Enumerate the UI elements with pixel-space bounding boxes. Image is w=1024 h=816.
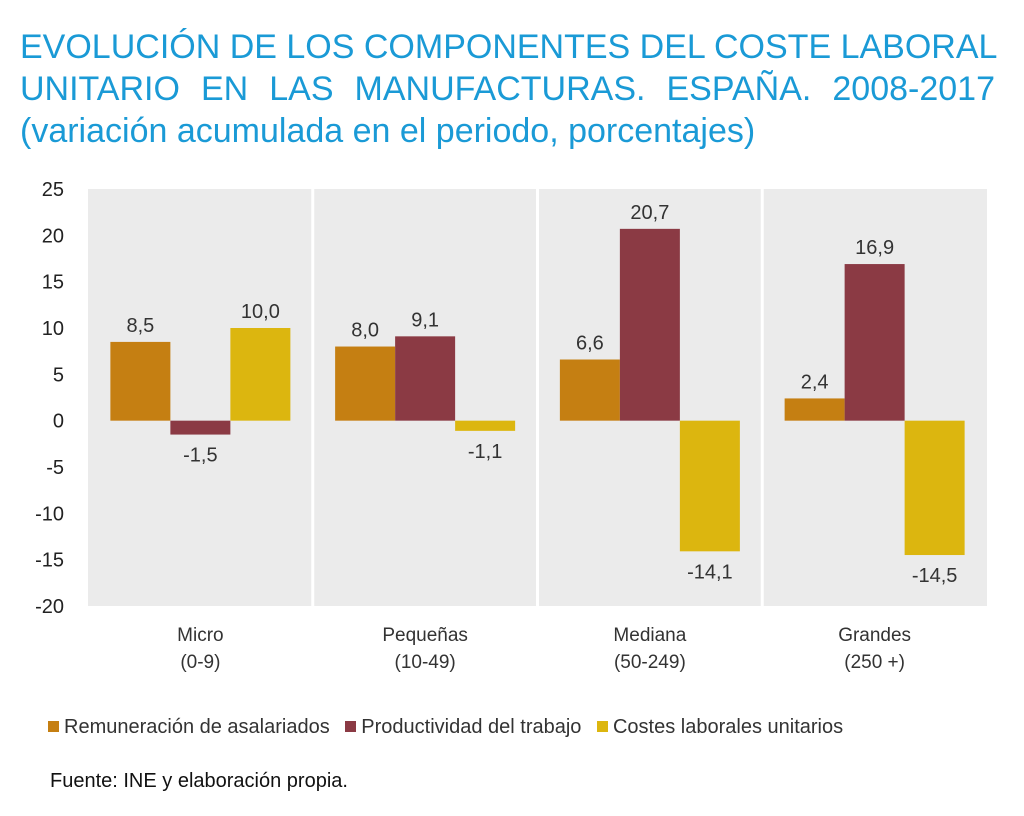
x-category-sublabel: (250 +) [844,652,905,673]
legend-item-productividad: Productividad del trabajo [345,716,581,739]
y-tick-label: -5 [46,457,64,479]
legend-swatch-costes [596,721,608,732]
data-label: -1,5 [183,445,217,467]
data-label: 10,0 [241,301,280,323]
bar-3-3 [679,420,740,552]
bar-3-4 [904,420,965,556]
data-label: 6,6 [576,333,604,355]
bar-1-4 [784,398,845,421]
chart-title: EVOLUCIÓN DE LOS COMPONENTES DEL COSTE L… [20,26,998,152]
x-category-sublabel: (50-249) [614,652,686,673]
legend: Remuneración de asalariados Productivida… [48,716,853,739]
legend-label-remuneracion: Remuneración de asalariados [64,716,330,738]
y-tick-label: 0 [53,411,64,433]
bar-1-2 [335,346,396,421]
y-tick-label: 20 [42,225,64,247]
data-label: 20,7 [630,202,669,224]
data-label: -1,1 [468,441,502,463]
legend-label-productividad: Productividad del trabajo [361,716,582,738]
bar-2-2 [395,336,456,421]
bar-1-3 [559,359,620,421]
x-category-label: Micro [177,625,223,646]
x-category-sublabel: (10-49) [395,652,456,673]
title-line-2: UNITARIO EN LAS MANUFACTURAS. ESPAÑA. 20… [20,70,995,108]
data-label: 9,1 [411,309,439,331]
x-category-sublabel: (0-9) [180,652,220,673]
bar-2-1 [170,420,231,435]
legend-swatch-remuneracion [48,721,59,732]
source-note: Fuente: INE y elaboración propia. [50,770,348,792]
y-tick-label: -10 [35,503,64,525]
data-label: 2,4 [801,371,829,393]
bar-2-4 [844,264,905,421]
data-label: -14,5 [912,565,958,587]
title-line-1: EVOLUCIÓN DE LOS COMPONENTES DEL COSTE L… [20,28,998,66]
bar-3-2 [455,420,516,431]
data-label: 16,9 [855,237,894,259]
x-category-label: Mediana [613,625,686,646]
legend-item-costes: Costes laborales unitarios [596,716,844,739]
bar-2-3 [619,228,680,421]
legend-item-remuneracion: Remuneración de asalariados [48,716,330,739]
title-line-3: (variación acumulada en el periodo, porc… [20,112,756,150]
y-tick-label: 25 [42,179,64,201]
data-label: 8,5 [126,315,154,337]
y-tick-label: -15 [35,550,64,572]
legend-label-costes: Costes laborales unitarios [612,716,844,738]
bar-3-1 [230,328,291,421]
y-tick-label: 5 [53,364,64,386]
bar-chart: 25 20 15 10 5 0 -5 -10 -15 -20 8,5 -1,5 10,0 Micro (0-… [35,179,987,673]
y-tick-label: -20 [35,596,64,618]
bar-1-1 [110,341,171,421]
x-category-label: Grandes [838,625,911,646]
y-tick-label: 10 [42,318,64,340]
legend-swatch-productividad [345,721,357,732]
data-label: 8,0 [351,320,379,342]
x-category-label: Pequeñas [382,625,468,646]
data-label: -14,1 [687,561,733,583]
y-tick-label: 15 [42,272,64,294]
